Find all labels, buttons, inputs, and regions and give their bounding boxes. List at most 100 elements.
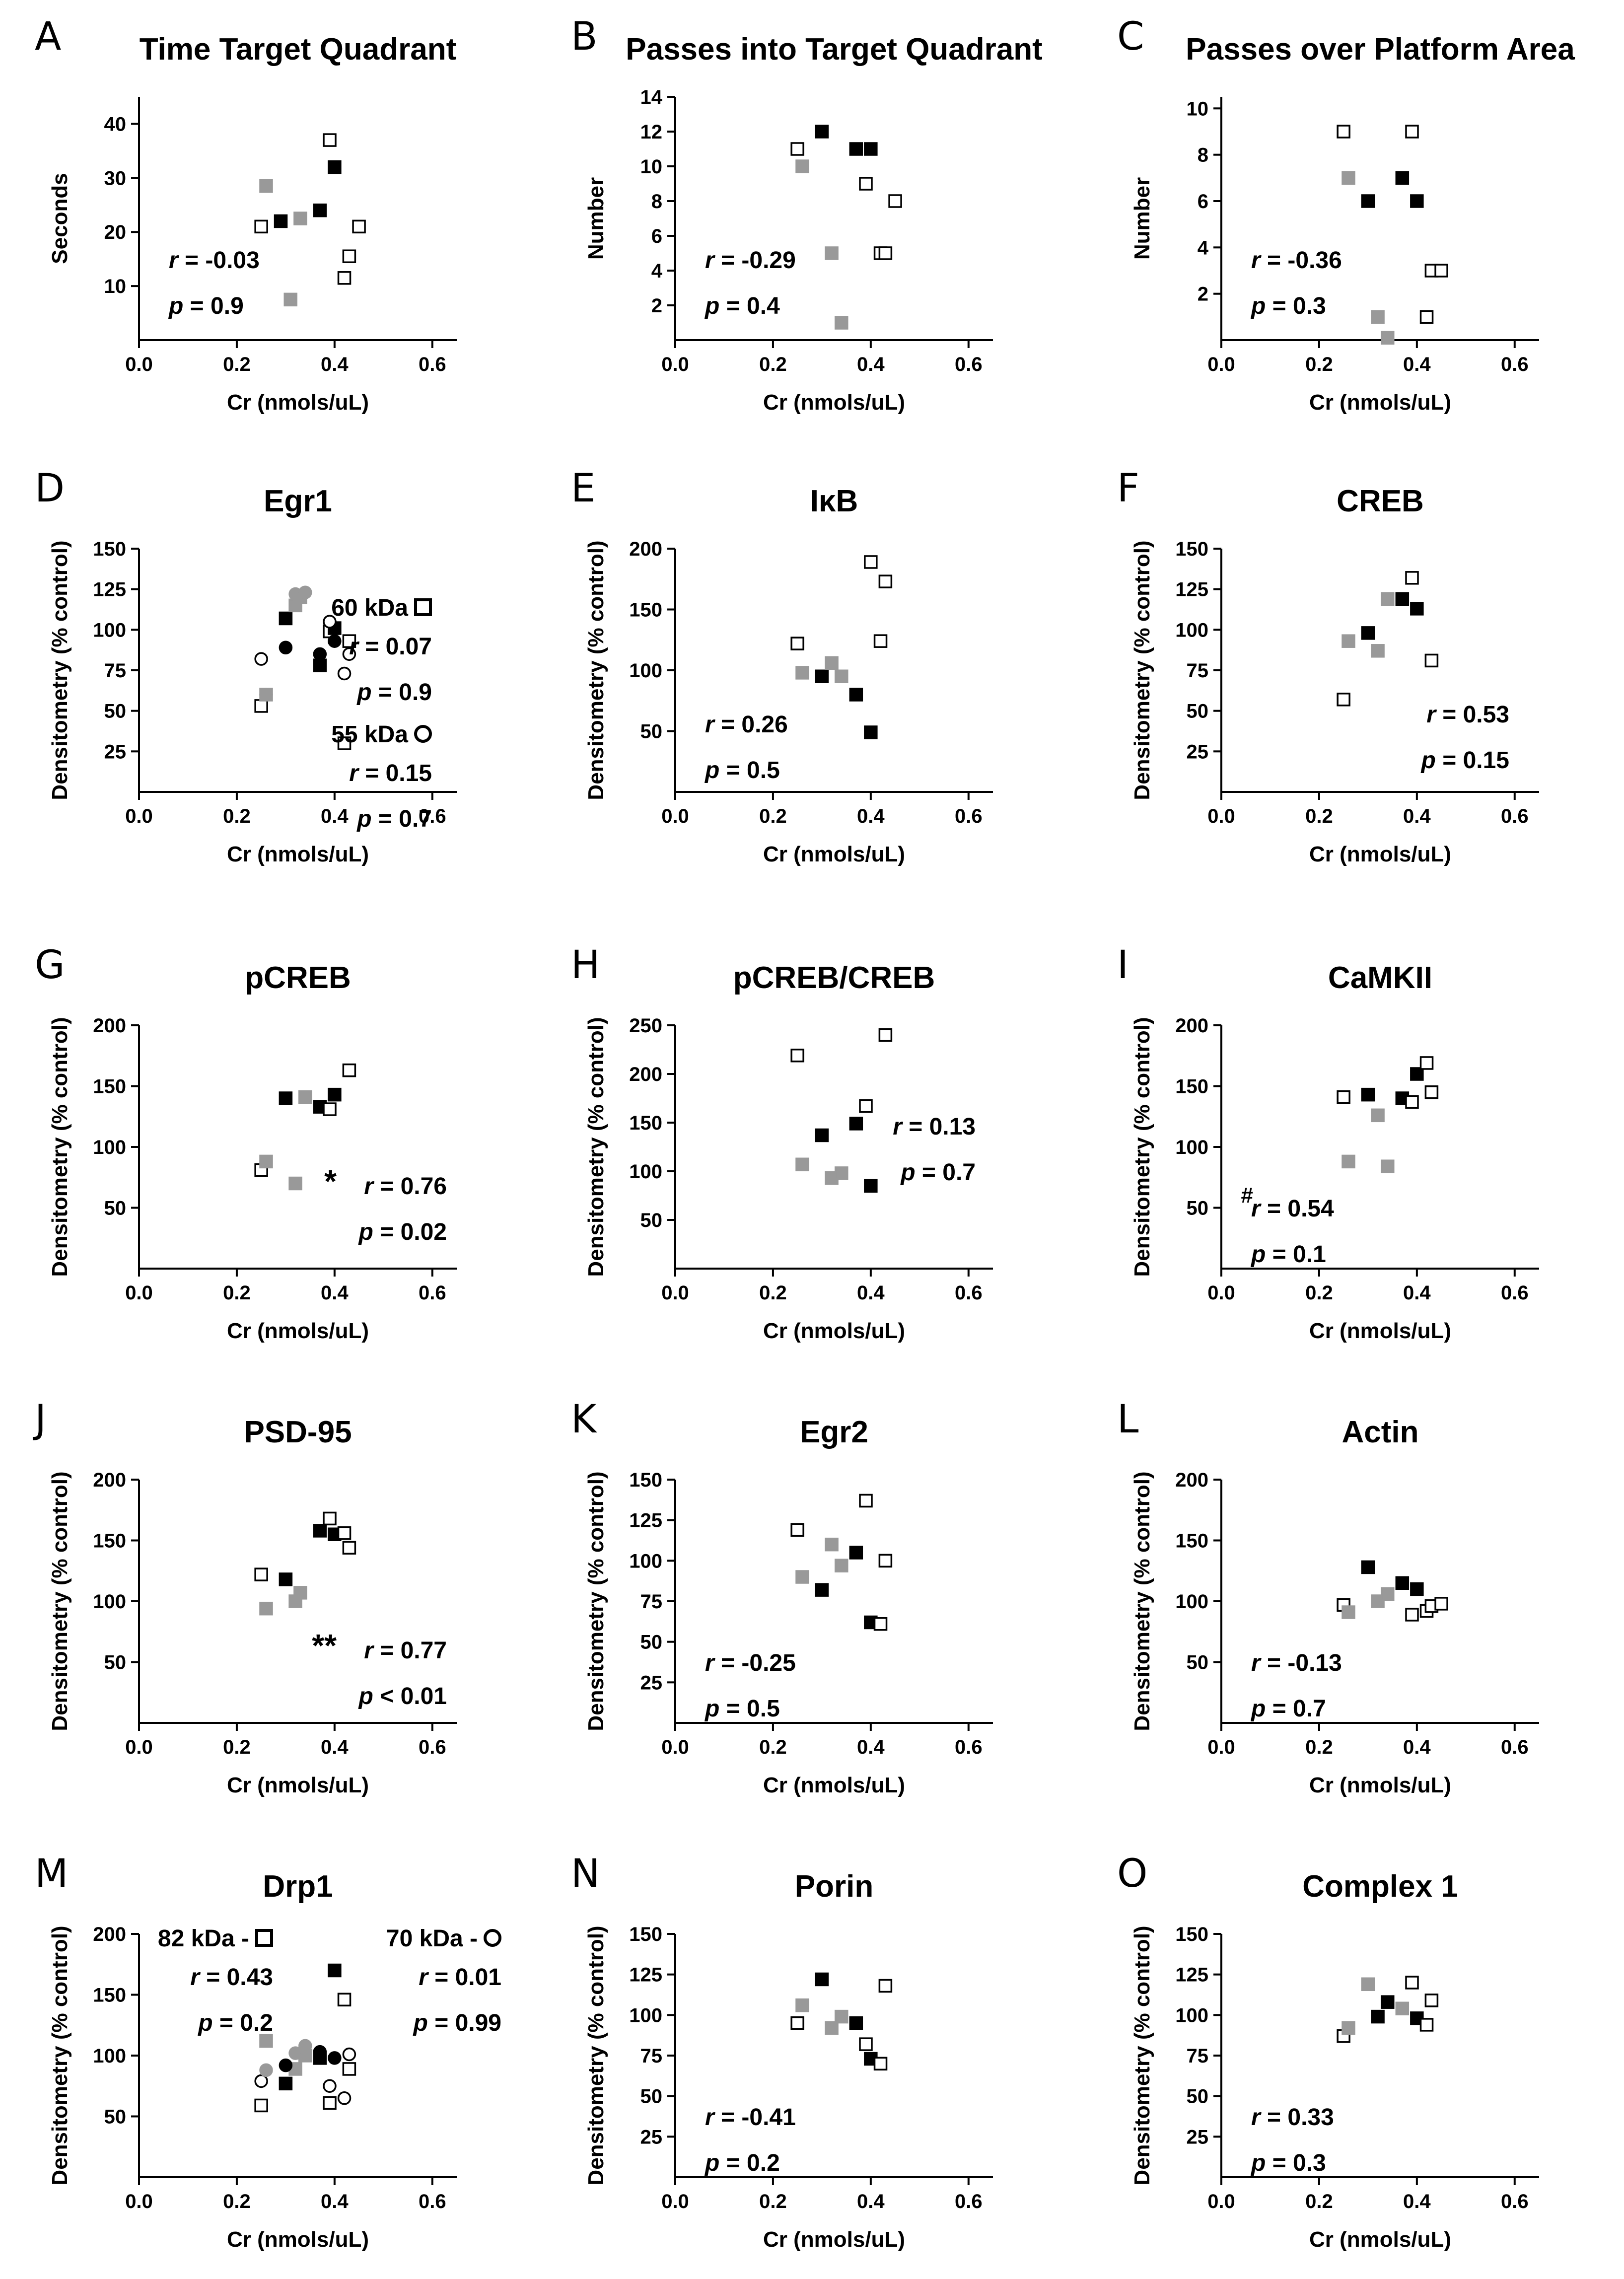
- x-tick-label: 0.6: [419, 2191, 446, 2212]
- x-axis-label: Cr (nmols/uL): [1309, 390, 1451, 415]
- y-tick-label: 4: [1198, 237, 1209, 259]
- x-axis-label: Cr (nmols/uL): [227, 390, 369, 415]
- data-point-square: [323, 1102, 337, 1116]
- x-tick-label: 0.6: [419, 1282, 446, 1304]
- stats-block: r = 0.33 p = 0.3: [1250, 2104, 1334, 2176]
- p-operator: =: [1266, 1241, 1293, 1268]
- data-point-square: [1371, 2009, 1385, 2024]
- y-axis-label: Densitometry (% control): [1130, 540, 1154, 800]
- data-point-square: [1337, 1090, 1350, 1104]
- r-symbol: r: [705, 712, 715, 738]
- y-tick-label: 50: [104, 1198, 127, 1219]
- y-tick-label: 50: [1187, 701, 1209, 722]
- p-operator: =: [1436, 747, 1463, 774]
- x-tick-label: 0.0: [125, 1282, 153, 1304]
- data-point-square: [283, 292, 297, 307]
- y-tick-label: 250: [629, 1015, 662, 1037]
- data-point-square: [1410, 194, 1424, 208]
- data-point-square: [1381, 331, 1395, 345]
- data-point-circle: [259, 2063, 273, 2077]
- p-operator: =: [428, 2010, 455, 2036]
- y-tick-label: 8: [1198, 144, 1208, 166]
- chart-title: IκB: [810, 484, 858, 518]
- chart-title: CREB: [1337, 484, 1424, 518]
- p-value: 0.5: [747, 1696, 780, 1722]
- chart-panel-a: A Time Target Quadrant 0.0 0.2 0.4 0.6 10 20 30 4…: [35, 14, 457, 415]
- r-value-label: r = 0.43: [190, 1964, 273, 1991]
- r-equals: =: [1436, 702, 1463, 728]
- r-value: -0.13: [1287, 1650, 1342, 1676]
- y-tick-label: 200: [629, 538, 662, 560]
- x-tick-label: 0.6: [419, 805, 446, 827]
- y-tick-label: 50: [1187, 1652, 1209, 1674]
- r-equals: =: [1261, 1196, 1288, 1222]
- data-point-square: [790, 1049, 804, 1063]
- p-value-label: p = 0.9: [168, 293, 244, 319]
- r-value: 0.54: [1287, 1196, 1334, 1222]
- r-symbol: r: [1251, 1650, 1262, 1676]
- data-point-square: [1371, 644, 1385, 658]
- y-tick-label: 50: [640, 2086, 663, 2108]
- x-tick-label: 0.6: [419, 354, 446, 375]
- x-tick-label: 0.2: [223, 805, 251, 827]
- p-operator: =: [213, 2010, 240, 2036]
- p-value: 0.4: [747, 293, 780, 319]
- data-point-square: [1410, 1582, 1424, 1596]
- r-value: 0.53: [1463, 702, 1509, 728]
- x-tick-label: 0.0: [125, 354, 153, 375]
- r-symbol: r: [705, 247, 715, 274]
- stats-block: r = -0.36 p = 0.3: [1250, 247, 1342, 319]
- data-point-square: [342, 2062, 356, 2076]
- x-tick-label: 0.4: [857, 1282, 885, 1304]
- p-value-label: p = 0.3: [1250, 2150, 1326, 2176]
- y-tick-label: 40: [104, 113, 127, 135]
- data-point-circle: [328, 634, 342, 648]
- y-tick-label: 100: [93, 619, 126, 641]
- p-operator: =: [719, 293, 747, 319]
- data-point-square: [795, 666, 809, 680]
- p-value-label: p = 0.9: [356, 679, 432, 706]
- x-axis-label: Cr (nmols/uL): [763, 1319, 905, 1343]
- chart-panel-l: L Actin 0.0 0.2 0.4 0.6 50 100 150 200 Cr (nmols/u…: [1117, 1397, 1539, 1797]
- r-value-label: r = -0.13: [1251, 1650, 1342, 1676]
- panel-letter: G: [35, 943, 65, 988]
- p-operator: =: [373, 1219, 401, 1245]
- chart-panel-f: F CREB 0.0 0.2 0.4 0.6 25 50 75 100 125 150 Cr (nmol…: [1117, 466, 1539, 866]
- p-symbol: p: [168, 293, 183, 319]
- data-point-square: [1405, 125, 1419, 139]
- data-point-square: [1361, 194, 1375, 208]
- data-point-square: [1381, 1159, 1395, 1173]
- data-point-square: [323, 1511, 337, 1526]
- p-value-label: p = 0.7: [356, 806, 432, 832]
- x-tick-label: 0.6: [419, 1736, 446, 1758]
- y-tick-label: 25: [104, 741, 127, 763]
- p-value: 0.2: [240, 2010, 273, 2036]
- significance-marker: **: [312, 1628, 337, 1663]
- data-point-square: [825, 656, 839, 670]
- x-tick-label: 0.6: [1501, 805, 1529, 827]
- r-value: 0.13: [929, 1114, 976, 1140]
- data-point-square: [328, 1087, 342, 1102]
- data-point-square: [825, 246, 839, 260]
- data-point-square: [1410, 602, 1424, 616]
- stats-block: 70 kDa - r = 0.01 p = 0.99: [386, 1925, 501, 2036]
- p-value: 0.2: [747, 2150, 780, 2176]
- data-point-square: [1424, 653, 1439, 668]
- data-point-square: [859, 177, 873, 191]
- y-tick-label: 150: [1175, 1923, 1208, 1945]
- y-tick-label: 2: [1198, 284, 1208, 305]
- legend-circle-icon: [414, 725, 432, 743]
- chart-title: Actin: [1342, 1415, 1419, 1449]
- data-point-square: [342, 249, 356, 263]
- data-point-square: [323, 133, 337, 147]
- panel-letter: F: [1117, 466, 1139, 511]
- x-axis-label: Cr (nmols/uL): [763, 390, 905, 415]
- y-tick-label: 125: [93, 579, 126, 601]
- y-tick-label: 100: [629, 1161, 662, 1183]
- chart-title: pCREB/CREB: [733, 961, 935, 995]
- y-tick-label: 200: [629, 1064, 662, 1085]
- y-tick-label: 150: [93, 1985, 126, 2006]
- y-tick-label: 6: [651, 225, 662, 247]
- data-point-circle: [328, 2051, 342, 2065]
